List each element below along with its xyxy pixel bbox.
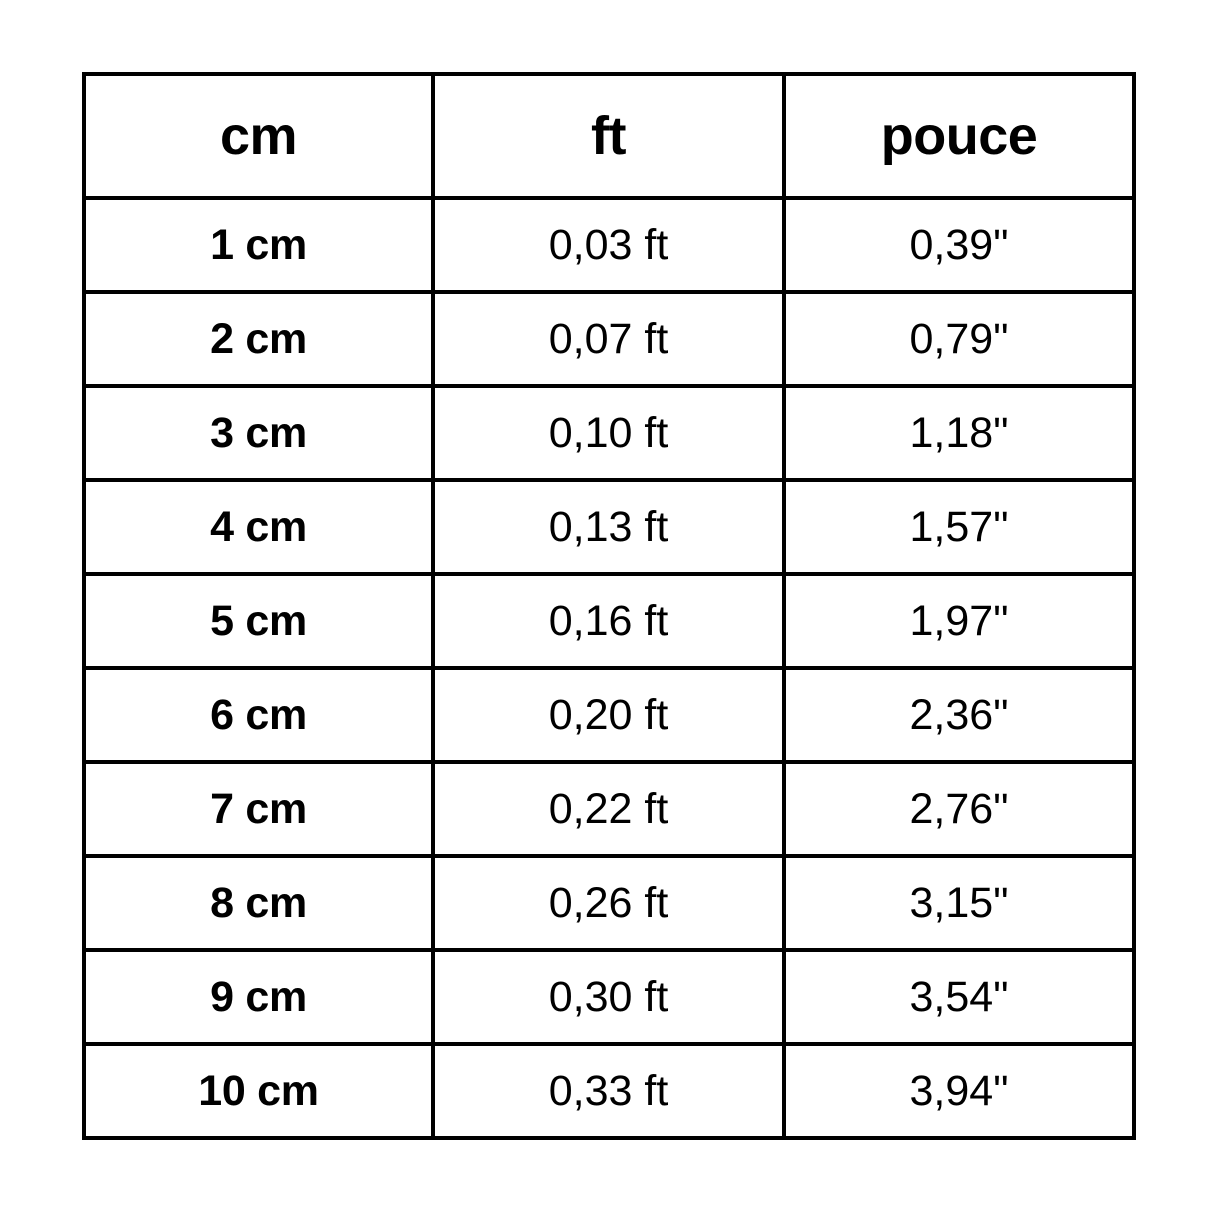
cell-cm: 4 cm	[82, 478, 435, 576]
cell-cm: 10 cm	[82, 1042, 435, 1140]
cell-pouce: 1,57"	[782, 478, 1136, 576]
table-row: 7 cm 0,22 ft 2,76"	[82, 760, 1136, 858]
table-row: 5 cm 0,16 ft 1,97"	[82, 572, 1136, 670]
column-header-ft: ft	[431, 72, 786, 200]
table-row: 6 cm 0,20 ft 2,36"	[82, 666, 1136, 764]
cell-pouce: 2,36"	[782, 666, 1136, 764]
cell-pouce: 1,18"	[782, 384, 1136, 482]
cell-pouce: 3,15"	[782, 854, 1136, 952]
table-row: 1 cm 0,03 ft 0,39"	[82, 196, 1136, 294]
cell-pouce: 1,97"	[782, 572, 1136, 670]
cell-ft: 0,16 ft	[431, 572, 786, 670]
cell-ft: 0,26 ft	[431, 854, 786, 952]
cell-pouce: 2,76"	[782, 760, 1136, 858]
cell-ft: 0,03 ft	[431, 196, 786, 294]
table-row: 3 cm 0,10 ft 1,18"	[82, 384, 1136, 482]
cell-ft: 0,20 ft	[431, 666, 786, 764]
cell-cm: 5 cm	[82, 572, 435, 670]
table-row: 8 cm 0,26 ft 3,15"	[82, 854, 1136, 952]
cell-cm: 1 cm	[82, 196, 435, 294]
cell-cm: 2 cm	[82, 290, 435, 388]
cell-pouce: 3,94"	[782, 1042, 1136, 1140]
cm-to-ft-inch-conversion-table: cm ft pouce 1 cm 0,03 ft 0,39" 2 cm 0,07…	[82, 72, 1136, 1140]
table-header-row: cm ft pouce	[82, 72, 1136, 200]
cell-pouce: 0,39"	[782, 196, 1136, 294]
column-header-cm: cm	[82, 72, 435, 200]
cell-pouce: 3,54"	[782, 948, 1136, 1046]
conversion-table-container: cm ft pouce 1 cm 0,03 ft 0,39" 2 cm 0,07…	[82, 72, 1136, 1140]
table-row: 9 cm 0,30 ft 3,54"	[82, 948, 1136, 1046]
cell-cm: 3 cm	[82, 384, 435, 482]
cell-cm: 9 cm	[82, 948, 435, 1046]
table-row: 10 cm 0,33 ft 3,94"	[82, 1042, 1136, 1140]
cell-ft: 0,13 ft	[431, 478, 786, 576]
cell-ft: 0,22 ft	[431, 760, 786, 858]
cell-ft: 0,33 ft	[431, 1042, 786, 1140]
table-body: 1 cm 0,03 ft 0,39" 2 cm 0,07 ft 0,79" 3 …	[82, 196, 1136, 1140]
table-header: cm ft pouce	[82, 72, 1136, 200]
cell-ft: 0,30 ft	[431, 948, 786, 1046]
cell-ft: 0,10 ft	[431, 384, 786, 482]
table-row: 4 cm 0,13 ft 1,57"	[82, 478, 1136, 576]
cell-pouce: 0,79"	[782, 290, 1136, 388]
cell-cm: 6 cm	[82, 666, 435, 764]
table-row: 2 cm 0,07 ft 0,79"	[82, 290, 1136, 388]
cell-cm: 7 cm	[82, 760, 435, 858]
cell-ft: 0,07 ft	[431, 290, 786, 388]
cell-cm: 8 cm	[82, 854, 435, 952]
column-header-pouce: pouce	[782, 72, 1136, 200]
